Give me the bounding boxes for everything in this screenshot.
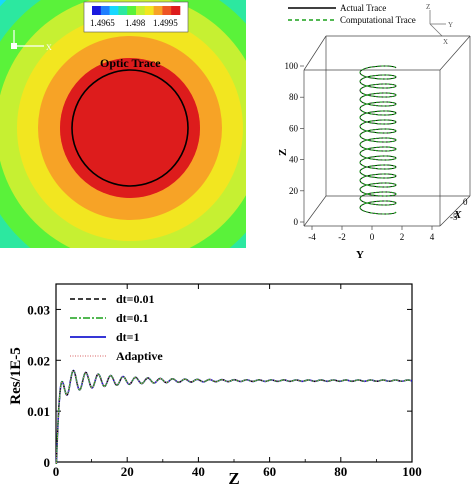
y-tick-label: -4 <box>308 232 316 242</box>
helix-plot: Actual Trace Computational Trace Z Y X 0… <box>250 0 474 262</box>
y-tick-label: 0 <box>370 232 375 242</box>
z-tick-label: 60 <box>289 123 299 133</box>
y-tick-label: -2 <box>338 232 346 242</box>
triad-z-label: Z <box>426 3 430 11</box>
helix-legend: Actual Trace Computational Trace <box>288 3 416 25</box>
residual-x-axis-label: Z <box>228 469 239 486</box>
colorbar-swatch <box>127 6 136 15</box>
colorbar-swatch <box>136 6 145 15</box>
y-tick-label: 0.03 <box>27 302 50 317</box>
helix-x-axis-label: X <box>453 209 462 221</box>
x-tick-label: 80 <box>334 464 347 479</box>
helix-bounding-box <box>304 36 470 226</box>
plot-frame <box>56 284 412 462</box>
colorbar-swatch <box>110 6 119 15</box>
y-tick-label: 0 <box>44 455 51 470</box>
residual-chart: 0 20 40 60 80 100 0 0.01 0.02 0.03 dt=0.01 dt=0.1… <box>0 268 474 486</box>
colorbar-swatch <box>145 6 154 15</box>
optic-trace-label: Optic Trace <box>100 56 161 70</box>
box-edge <box>304 36 326 70</box>
colorbar-swatch <box>92 6 101 15</box>
residual-legend: dt=0.01 dt=0.1 dt=1 Adaptive <box>70 292 163 363</box>
x-tick-label: 40 <box>192 464 205 479</box>
helix-curves <box>360 66 396 214</box>
box-edge <box>304 196 326 226</box>
contour-band <box>60 58 200 198</box>
triad-y-label: Y <box>448 21 453 29</box>
colorbar-tick-label: 1.4965 <box>90 18 115 28</box>
x-tick-label: 60 <box>263 464 276 479</box>
z-tick-label: 20 <box>289 186 299 196</box>
helix-panel: Actual Trace Computational Trace Z Y X 0… <box>250 0 474 262</box>
y-tick-label: 2 <box>400 232 405 242</box>
residual-y-axis-label: Res/1E-5 <box>8 347 24 405</box>
y-tick-label: 0.02 <box>27 353 50 368</box>
triad-x-label: X <box>46 43 52 52</box>
legend-label-dt001: dt=0.01 <box>116 292 155 306</box>
z-tick-label: 80 <box>289 92 299 102</box>
series-line-dt-0-1 <box>56 371 412 464</box>
series-line-dt-1 <box>56 371 412 464</box>
z-tick-label: 40 <box>289 155 299 165</box>
x-tick-label: 100 <box>402 464 422 479</box>
colorbar-swatch <box>162 6 171 15</box>
triad-x-label: X <box>443 38 448 46</box>
y-tick-label: 0.01 <box>27 404 50 419</box>
x-tick-label: 20 <box>121 464 134 479</box>
y-tick-label: 4 <box>430 232 435 242</box>
computational-trace-line <box>360 66 396 214</box>
colorbar-swatch <box>154 6 163 15</box>
colorbar-swatch <box>171 6 180 15</box>
helix-orientation-triad: Z Y X <box>426 3 453 46</box>
helix-y-axis-label: Y <box>356 249 364 261</box>
series-line-dt-0-01 <box>56 371 412 464</box>
contour-plot: Optic Trace 1.4965 1.498 1.4995 X <box>0 0 246 248</box>
colorbar: 1.4965 1.498 1.4995 <box>84 2 188 32</box>
contour-panel: Optic Trace 1.4965 1.498 1.4995 X <box>0 0 246 248</box>
colorbar-swatch <box>101 6 110 15</box>
helix-z-axis-label: Z <box>277 149 289 156</box>
legend-label-dt01: dt=0.1 <box>116 311 149 325</box>
colorbar-tick-label: 1.498 <box>125 18 146 28</box>
colorbar-swatch <box>118 6 127 15</box>
colorbar-tick-label: 1.4995 <box>153 18 178 28</box>
residual-panel: 0 20 40 60 80 100 0 0.01 0.02 0.03 dt=0.01 dt=0.1… <box>0 268 474 486</box>
legend-label-computational: Computational Trace <box>340 15 416 25</box>
x-tick-label: 0 <box>53 464 60 479</box>
x-tick-label: 0 <box>463 197 468 207</box>
series-line-adaptive <box>56 371 412 464</box>
z-tick-label: 0 <box>294 217 299 227</box>
legend-label-dt1: dt=1 <box>116 330 140 344</box>
z-tick-label: 100 <box>285 61 299 71</box>
legend-label-actual: Actual Trace <box>340 3 386 13</box>
legend-label-adaptive: Adaptive <box>116 349 163 363</box>
